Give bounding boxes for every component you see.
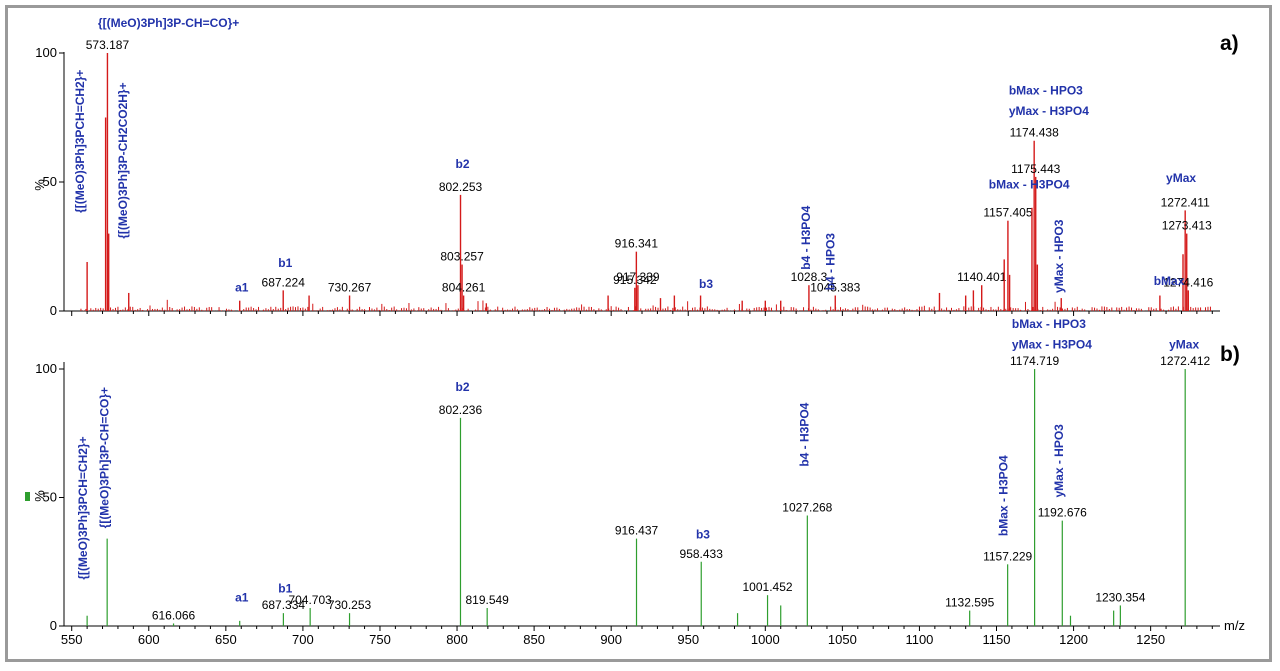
peak-label: 1273.413 — [1162, 219, 1212, 233]
peak-label: 730.253 — [328, 598, 372, 612]
peak-label: 687.334 — [262, 598, 306, 612]
xtick-label: 1050 — [828, 632, 857, 647]
ion-label: yMax - H3PO4 — [1012, 337, 1092, 351]
peak-label: 1192.676 — [1038, 506, 1087, 520]
peak-label: 1230.354 — [1095, 590, 1145, 604]
peak-label: 803.257 — [440, 250, 484, 264]
ion-label: b4 - H3PO4 — [797, 402, 811, 466]
ion-label: bMax - HPO3 — [1009, 83, 1083, 97]
ion-label: b3 — [696, 528, 710, 542]
ion-label: {[(MeO)3Ph]3PCH=CH2}+ — [76, 436, 90, 579]
x-axis-label: m/z — [1224, 618, 1245, 633]
peak-label: 1140.401 — [957, 270, 1006, 284]
peak-label: 916.437 — [615, 524, 659, 538]
peak-label: 687.224 — [262, 275, 306, 289]
panel-b-ytick-label: 100 — [35, 361, 57, 376]
xtick-label: 600 — [138, 632, 160, 647]
peak-label: 804.261 — [442, 281, 486, 295]
ion-label: b3 — [699, 277, 713, 291]
ion-label: {[(MeO)3Ph]3PCH=CH2}+ — [73, 70, 87, 213]
spectrum-panel-b: % b) m/z 0 50 100 550 600 650 700 750 800 850 900… — [25, 317, 1245, 647]
xtick-label: 900 — [600, 632, 622, 647]
xtick-label: 750 — [369, 632, 391, 647]
panel-a-ylabel: % — [32, 179, 47, 191]
xtick-label: 1100 — [905, 632, 933, 647]
panel-a-ytick-label: 50 — [43, 174, 57, 189]
ion-label: bMax - HPO3 — [1012, 317, 1086, 331]
xtick-label: 1000 — [751, 632, 780, 647]
ion-label: bMax — [1154, 274, 1185, 288]
peak-label: 1027.268 — [782, 500, 832, 514]
xtick-label: 550 — [61, 632, 83, 647]
peak-label: 704.703 — [288, 593, 332, 607]
xtick-label: 650 — [215, 632, 237, 647]
xtick-label: 850 — [523, 632, 545, 647]
panel-b-letter: b) — [1220, 343, 1240, 366]
ion-label: b4 - H3PO4 — [799, 205, 813, 269]
peak-label: 1045.383 — [810, 281, 860, 295]
peak-label: 1028.3 — [791, 270, 828, 284]
peak-label: 1174.719 — [1010, 354, 1059, 368]
ion-label: bMax - H3PO4 — [989, 177, 1070, 191]
ion-label: a1 — [235, 281, 249, 295]
peak-label: 917.339 — [616, 270, 660, 284]
peak-label: 1001.452 — [743, 580, 793, 594]
ion-label: b4 - HPO3 — [824, 233, 838, 291]
peak-label: 1175.443 — [1011, 162, 1060, 176]
panel-a-ytick-label: 100 — [35, 45, 57, 60]
ion-label: {[(MeO)3Ph]3P-CH=CO}+ — [98, 387, 112, 528]
peak-label: 616.066 — [152, 608, 196, 622]
xtick-label: 1150 — [983, 632, 1011, 647]
peak-label: 1272.412 — [1160, 354, 1210, 368]
peak-label: 1272.411 — [1161, 195, 1210, 209]
ion-label: bMax - H3PO4 — [996, 455, 1010, 536]
peak-label: 802.236 — [439, 403, 483, 417]
peak-label: 916.341 — [615, 237, 659, 251]
xtick-label: 1200 — [1059, 632, 1088, 647]
xtick-label: 800 — [446, 632, 468, 647]
spectrum-panel-a: % a) 0 50 100 573.187 687.224 730.267 802.253… — [32, 16, 1239, 318]
panel-a-ytick-label: 0 — [50, 303, 57, 318]
xtick-label: 700 — [292, 632, 314, 647]
panel-b-ylabel: % — [32, 490, 47, 502]
peak-label: 819.549 — [465, 593, 509, 607]
peak-label: 1174.438 — [1010, 126, 1059, 140]
panel-b-ytick-label: 50 — [43, 490, 57, 505]
ion-label: b1 — [278, 582, 292, 596]
ion-label: b2 — [455, 380, 469, 394]
ion-label: yMax - HPO3 — [1052, 424, 1066, 498]
figure-frame — [5, 5, 1272, 662]
panel-b-ytick-label: 0 — [50, 618, 57, 633]
peak-label: 1157.229 — [983, 549, 1032, 563]
xtick-label: 950 — [677, 632, 699, 647]
peak-label: 573.187 — [86, 38, 130, 52]
peak-label: 958.433 — [680, 547, 724, 561]
peak-label: 1132.595 — [945, 596, 994, 610]
ion-label: yMax - H3PO4 — [1009, 104, 1089, 118]
ion-label: {[(MeO)3Ph]3P-CH=CO}+ — [98, 16, 239, 30]
peak-label: 1157.405 — [983, 206, 1032, 220]
peak-label: 730.267 — [328, 281, 372, 295]
ion-label: {[(MeO)3Ph]3P-CH2CO2H}+ — [116, 82, 130, 238]
peak-label: 802.253 — [439, 180, 483, 194]
ion-label: b2 — [455, 157, 469, 171]
xtick-label: 1250 — [1136, 632, 1165, 647]
peak-label: 1274.416 — [1163, 275, 1213, 289]
ion-label: b1 — [278, 256, 292, 270]
panel-a-letter: a) — [1220, 32, 1239, 55]
legend-swatch — [25, 492, 30, 501]
ion-label: yMax — [1166, 171, 1196, 185]
peak-label: 915.342 — [613, 273, 657, 287]
ion-label: yMax - HPO3 — [1052, 219, 1066, 293]
ion-label: yMax — [1169, 337, 1199, 351]
ion-label: a1 — [235, 591, 249, 605]
